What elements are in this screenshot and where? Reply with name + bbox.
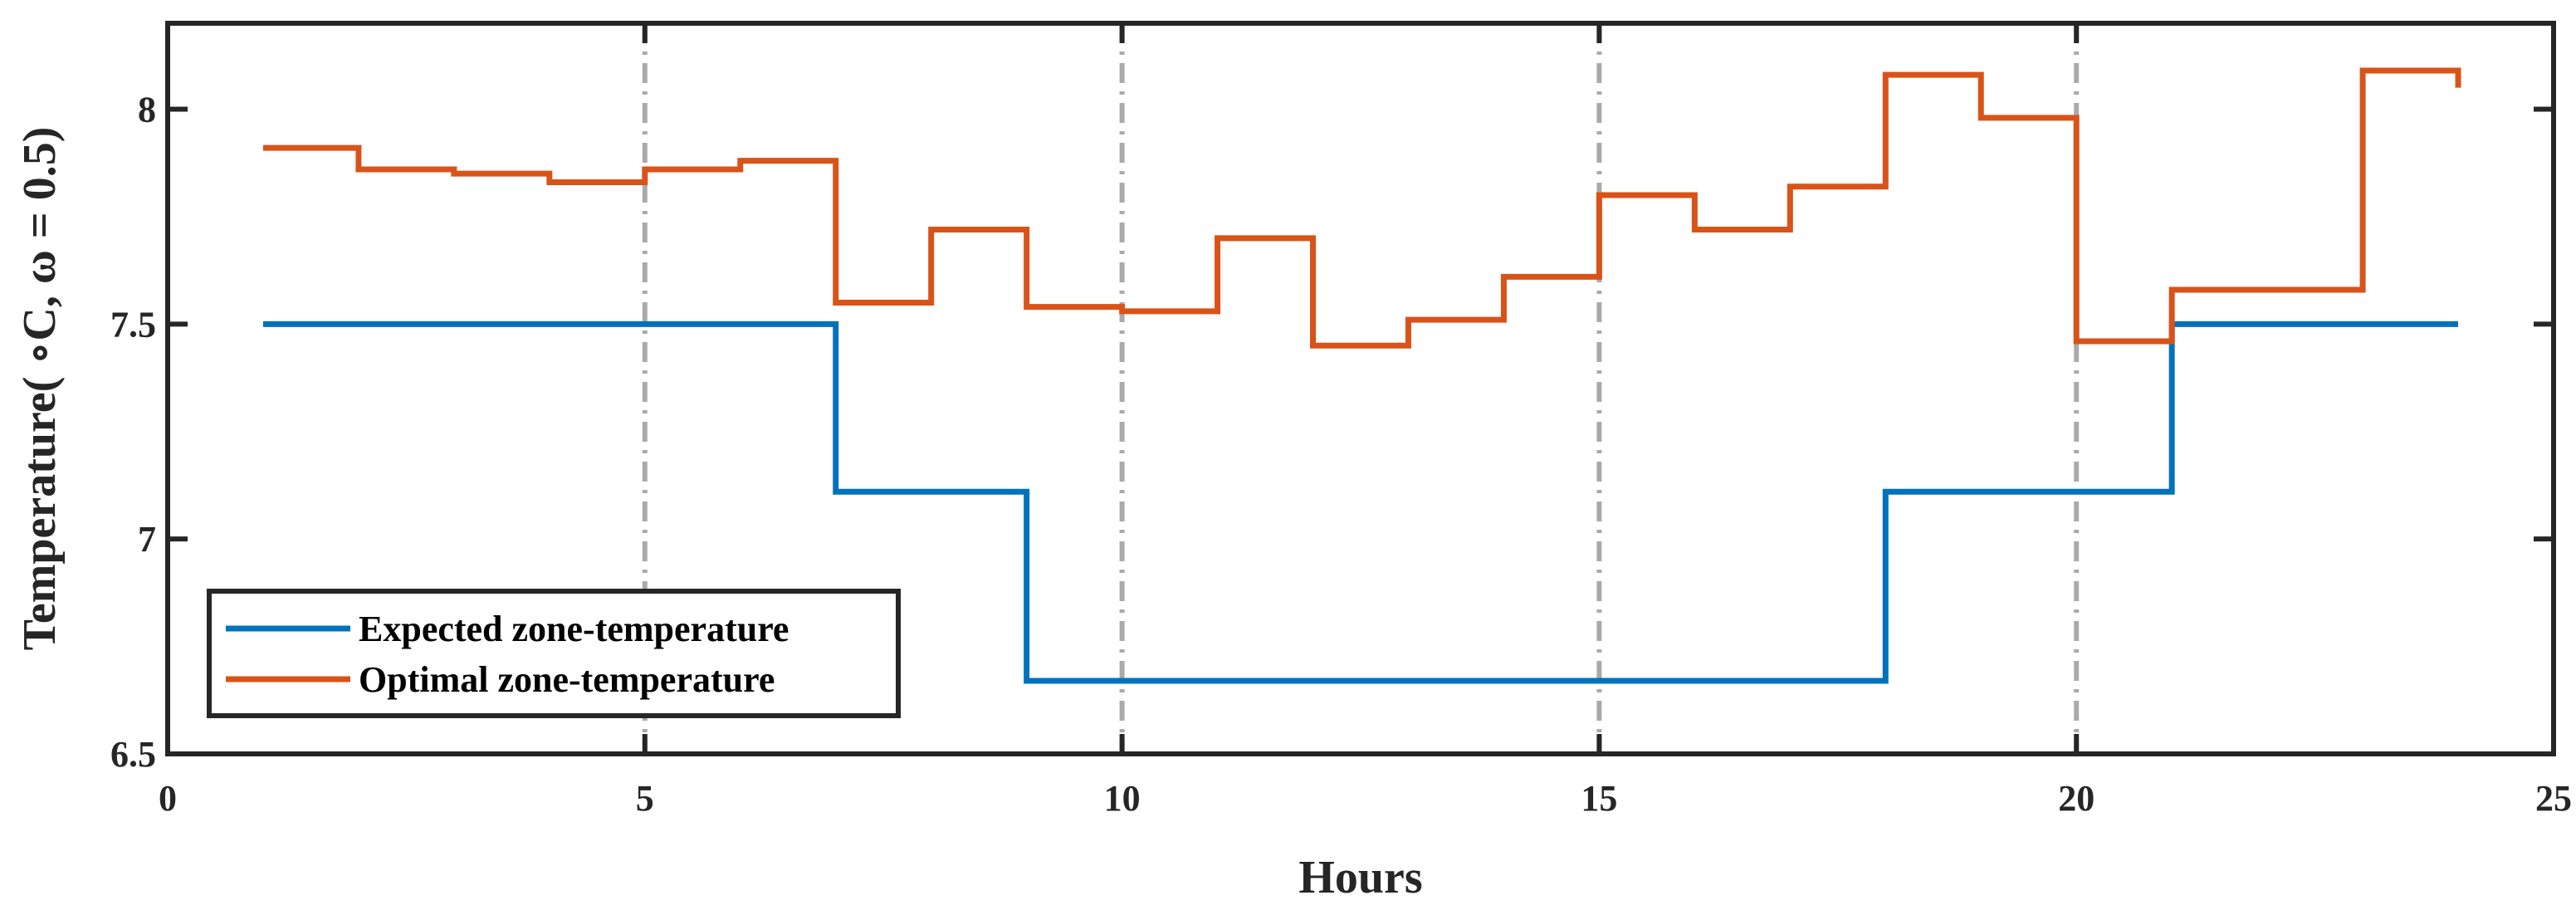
legend-label-optimal: Optimal zone-temperature <box>359 659 775 700</box>
series-group <box>262 67 2461 684</box>
legend-label-expected: Expected zone-temperature <box>359 609 789 649</box>
series-line-optimal <box>262 67 2461 349</box>
legend: Expected zone-temperature Optimal zone-t… <box>207 589 901 718</box>
x-tick-label-20: 20 <box>2058 778 2095 819</box>
x-tick-label-15: 15 <box>1581 778 1617 819</box>
x-tick-label-5: 5 <box>636 778 654 819</box>
legend-box <box>207 589 901 718</box>
x-tick-label-10: 10 <box>1104 778 1141 819</box>
y-tick-label-7.5: 7.5 <box>110 304 156 345</box>
x-axis-label: Hours <box>1298 852 1422 903</box>
y-tick-label-8: 8 <box>138 90 156 130</box>
y-tick-label-6.5: 6.5 <box>110 734 156 775</box>
y-axis-label: Temperature( ∘C, ω = 0.5) <box>14 127 66 651</box>
x-tick-label-25: 25 <box>2535 778 2572 819</box>
axis-ticks <box>165 23 2556 756</box>
y-tick-label-7: 7 <box>138 519 156 560</box>
series-line-expected <box>262 320 2459 684</box>
x-tick-label-0: 0 <box>159 778 177 819</box>
plot-area-frame <box>165 21 2556 756</box>
axis-tick-labels: 0 5 10 15 20 25 6.5 7 7.5 8 <box>110 90 2572 819</box>
